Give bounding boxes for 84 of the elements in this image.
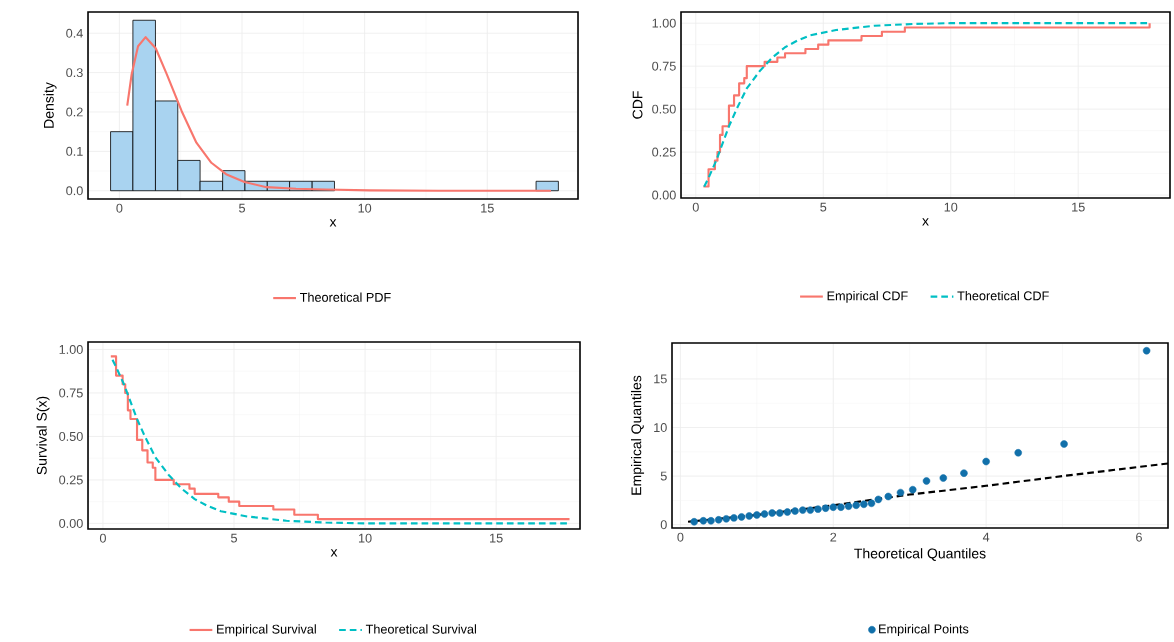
y-tick-label: 0.75	[652, 61, 676, 71]
x-tick-label: 0	[99, 533, 106, 543]
point	[874, 495, 883, 504]
point	[896, 488, 905, 497]
point	[753, 511, 761, 519]
point	[722, 515, 730, 523]
x-axis-title: x	[330, 549, 338, 557]
x-tick-label: 10	[358, 203, 372, 213]
y-tick-label: 15	[654, 374, 667, 384]
y-tick-label: 0.50	[652, 104, 676, 114]
legend-label: Theoretical PDF	[299, 292, 391, 302]
y-tick-label: 0.00	[652, 190, 676, 200]
point	[844, 502, 853, 510]
point	[1014, 449, 1022, 457]
point	[852, 501, 860, 509]
x-tick-label: 15	[1072, 202, 1085, 212]
point	[690, 518, 698, 526]
x-tick-label: 5	[230, 533, 238, 543]
point	[760, 510, 769, 518]
point	[867, 499, 876, 508]
y-tick-label: 0.50	[59, 431, 83, 441]
x-tick-label: 0	[116, 203, 123, 213]
y-tick-label: 0.3	[66, 68, 83, 78]
x-axis-title: Theoretical Quantiles	[854, 548, 986, 561]
legend-label: Empirical Points	[879, 624, 969, 636]
y-tick-label: 0.1	[66, 146, 83, 156]
point	[884, 492, 893, 501]
y-tick-label: 0	[660, 520, 667, 530]
x-tick-label: 10	[944, 202, 958, 212]
x-tick-label: 15	[481, 203, 494, 213]
point	[798, 506, 807, 514]
point	[699, 517, 708, 525]
x-tick-label: 6	[1136, 532, 1142, 542]
x-tick-label: 5	[239, 203, 246, 213]
x-tick-label: 5	[820, 202, 827, 212]
point	[737, 513, 746, 521]
legend-label: Empirical Survival	[217, 624, 316, 637]
point	[1142, 347, 1151, 355]
x-tick-label: 0	[692, 202, 699, 212]
y-tick-label: 0.25	[59, 475, 83, 485]
y-axis-title: Density	[43, 82, 57, 128]
y-axis-title: Survival S(x)	[36, 396, 50, 475]
point	[922, 477, 931, 485]
y-tick-label: 0.4	[66, 28, 83, 38]
point	[939, 474, 948, 482]
y-tick-label: 0.0	[66, 186, 83, 196]
point	[860, 500, 868, 509]
point	[791, 507, 799, 515]
point	[768, 509, 776, 517]
legend-label: Empirical CDF	[827, 290, 908, 303]
point	[829, 503, 837, 511]
point	[730, 514, 738, 522]
x-axis-title: x	[922, 218, 929, 226]
point	[814, 505, 822, 513]
y-tick-label: 10	[654, 423, 667, 433]
y-tick-label: 0.2	[66, 107, 83, 117]
legend-label: Theoretical Survival	[365, 624, 476, 634]
point	[714, 516, 723, 524]
x-tick-label: 2	[830, 532, 837, 542]
x-axis-title: x	[329, 219, 337, 227]
point	[960, 469, 968, 477]
x-tick-label: 15	[490, 533, 503, 543]
x-tick-label: 0	[677, 532, 684, 542]
y-tick-label: 5	[660, 471, 667, 481]
point	[837, 503, 845, 511]
point	[1060, 440, 1068, 448]
point	[806, 506, 815, 514]
point	[821, 504, 830, 512]
y-tick-label: 0.75	[59, 388, 83, 398]
y-axis-title: Empirical Quantiles	[631, 375, 645, 495]
point	[745, 512, 753, 520]
y-tick-label: 1.00	[59, 344, 83, 354]
point	[707, 517, 715, 525]
legend-label: Theoretical CDF	[957, 290, 1049, 301]
x-tick-label: 4	[982, 532, 990, 542]
point	[776, 509, 784, 517]
y-axis-title: CDF	[632, 91, 643, 119]
y-tick-label: 0.00	[59, 518, 83, 528]
point	[783, 508, 792, 516]
y-tick-label: 1.00	[652, 18, 676, 28]
point	[909, 485, 917, 494]
y-tick-label: 0.25	[652, 147, 676, 157]
point	[982, 457, 990, 466]
x-tick-label: 10	[358, 533, 372, 543]
